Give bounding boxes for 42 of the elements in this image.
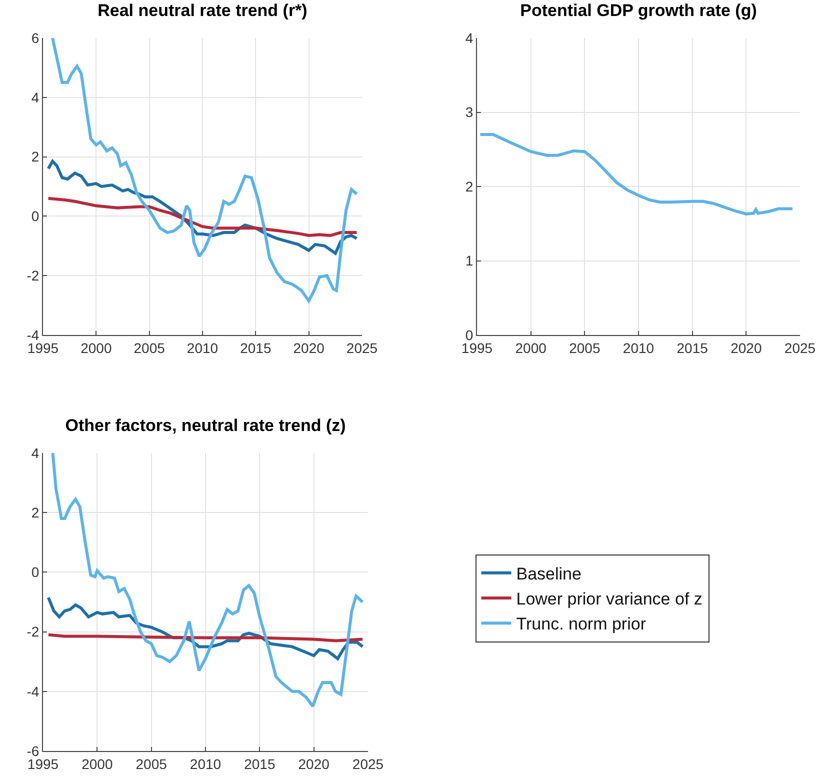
line-series: [51, 38, 358, 302]
y-tick-label: -2: [26, 624, 40, 640]
x-tick-label: 2000: [80, 340, 112, 356]
x-tick-label: 2020: [298, 756, 330, 772]
legend-label: Trunc. norm prior: [516, 614, 646, 634]
line-series: [478, 133, 794, 216]
y-tick-label: -2: [26, 268, 40, 284]
y-tick-label: 2: [31, 148, 40, 165]
x-tick-label: 2020: [730, 340, 762, 356]
x-tick-label: 2010: [622, 340, 654, 356]
legend-label: Lower prior variance of z: [516, 590, 702, 609]
x-tick-label: 2025: [346, 340, 378, 356]
y-tick-label: 1: [465, 252, 474, 269]
x-tick-label: 2015: [676, 340, 708, 356]
x-tick-label: 2020: [293, 340, 325, 356]
y-tick-label: 4: [31, 444, 40, 461]
y-tick-label: 2: [31, 504, 40, 520]
x-tick-label: 2010: [186, 340, 218, 356]
x-tick-label: 2025: [784, 340, 816, 356]
x-tick-label: 2010: [190, 756, 222, 772]
legend-label: Baseline: [516, 564, 582, 584]
chart-title: Potential GDP growth rate (g): [520, 0, 757, 20]
x-tick-label: 2005: [134, 340, 166, 356]
x-tick-label: 2015: [244, 756, 276, 772]
y-tick-label: 4: [31, 89, 40, 106]
x-tick-label: 2000: [515, 340, 547, 356]
y-tick-label: 6: [31, 30, 40, 46]
y-tick-label: -4: [26, 683, 40, 700]
x-tick-label: 2025: [352, 756, 384, 772]
x-tick-label: 2005: [569, 340, 600, 356]
x-tick-label: 2015: [240, 340, 272, 356]
y-tick-label: 2: [465, 178, 474, 194]
y-tick-label: 3: [465, 104, 474, 120]
y-tick-label: 4: [465, 30, 474, 46]
chart-title: Other factors, neutral rate trend (z): [65, 416, 346, 435]
line-series: [46, 196, 358, 238]
line-series: [51, 453, 364, 708]
x-tick-label: 2005: [136, 756, 168, 772]
y-tick-label: 0: [31, 564, 40, 580]
y-tick-label: 0: [31, 208, 40, 224]
chart-title: Real neutral rate trend (r*): [98, 0, 308, 20]
x-tick-label: 2000: [82, 756, 113, 772]
